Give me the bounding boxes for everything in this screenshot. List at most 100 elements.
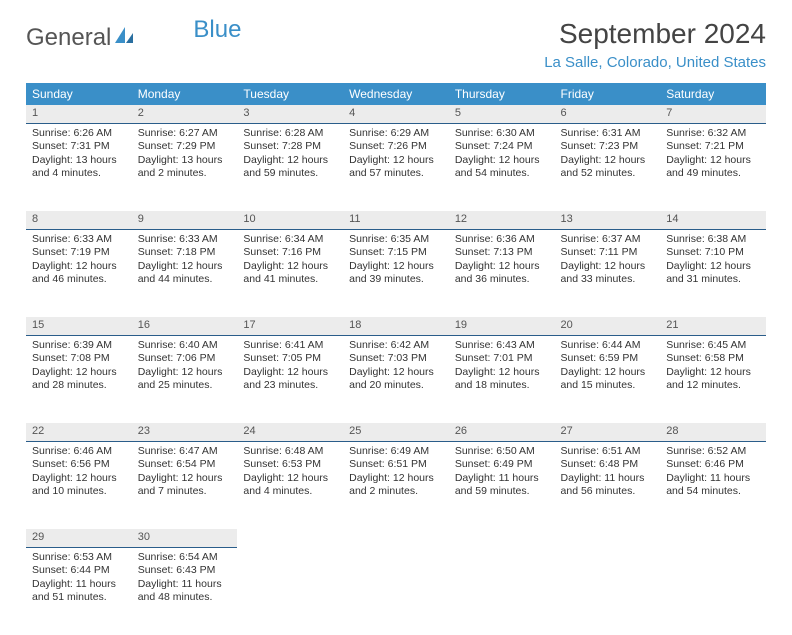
sunset-label: Sunset: [138, 246, 174, 258]
sunrise-label: Sunrise: [561, 127, 600, 139]
sunrise-label: Sunrise: [243, 339, 282, 351]
day-detail-cell [343, 547, 449, 635]
sunset-label: Sunset: [455, 352, 491, 364]
sunrise-label: Sunrise: [138, 127, 177, 139]
month-title: September 2024 [544, 18, 766, 50]
daylight-label: Daylight: [243, 472, 284, 484]
day-number-cell: 22 [26, 423, 132, 441]
day-header-row: SundayMondayTuesdayWednesdayThursdayFrid… [26, 83, 766, 105]
sunset-label: Sunset: [243, 352, 279, 364]
sunrise-label: Sunrise: [243, 445, 282, 457]
sunrise-value: 6:30 AM [496, 127, 535, 139]
day-detail-cell: Sunrise: 6:37 AMSunset: 7:11 PMDaylight:… [555, 229, 661, 317]
sunrise-label: Sunrise: [455, 127, 494, 139]
day-detail-row: Sunrise: 6:46 AMSunset: 6:56 PMDaylight:… [26, 441, 766, 529]
sunset-label: Sunset: [243, 458, 279, 470]
day-number-cell: 19 [449, 317, 555, 335]
sunrise-label: Sunrise: [349, 339, 388, 351]
sunset-value: 7:03 PM [388, 352, 427, 364]
sunset-label: Sunset: [243, 246, 279, 258]
sunset-value: 6:58 PM [705, 352, 744, 364]
sunset-label: Sunset: [666, 140, 702, 152]
sunset-value: 7:19 PM [71, 246, 110, 258]
logo-text-2: Blue [193, 16, 241, 44]
day-detail-cell: Sunrise: 6:50 AMSunset: 6:49 PMDaylight:… [449, 441, 555, 529]
day-detail-cell: Sunrise: 6:27 AMSunset: 7:29 PMDaylight:… [132, 123, 238, 211]
sunset-value: 7:11 PM [599, 246, 637, 258]
day-number-cell: 2 [132, 105, 238, 123]
day-number-cell: 26 [449, 423, 555, 441]
day-number-cell: 10 [237, 211, 343, 229]
day-number-cell: 29 [26, 529, 132, 547]
daylight-label: Daylight: [32, 366, 73, 378]
daylight-label: Daylight: [561, 366, 602, 378]
day-detail-cell: Sunrise: 6:49 AMSunset: 6:51 PMDaylight:… [343, 441, 449, 529]
day-detail-cell: Sunrise: 6:46 AMSunset: 6:56 PMDaylight:… [26, 441, 132, 529]
daylight-label: Daylight: [138, 154, 179, 166]
sunrise-value: 6:49 AM [391, 445, 430, 457]
sunrise-value: 6:40 AM [179, 339, 218, 351]
sunset-label: Sunset: [138, 352, 174, 364]
sunrise-label: Sunrise: [32, 233, 71, 245]
day-number-cell: 14 [660, 211, 766, 229]
location: La Salle, Colorado, United States [544, 54, 766, 71]
sunrise-value: 6:42 AM [391, 339, 430, 351]
sunrise-value: 6:31 AM [602, 127, 641, 139]
day-detail-cell: Sunrise: 6:35 AMSunset: 7:15 PMDaylight:… [343, 229, 449, 317]
daylight-label: Daylight: [32, 472, 73, 484]
sunrise-label: Sunrise: [455, 233, 494, 245]
day-number-row: 1234567 [26, 105, 766, 123]
day-detail-cell: Sunrise: 6:48 AMSunset: 6:53 PMDaylight:… [237, 441, 343, 529]
sunrise-value: 6:26 AM [73, 127, 112, 139]
sunset-value: 7:06 PM [176, 352, 215, 364]
daylight-label: Daylight: [455, 260, 496, 272]
daylight-label: Daylight: [138, 366, 179, 378]
day-detail-cell: Sunrise: 6:53 AMSunset: 6:44 PMDaylight:… [26, 547, 132, 635]
sunrise-label: Sunrise: [32, 127, 71, 139]
sunrise-label: Sunrise: [455, 339, 494, 351]
daylight-label: Daylight: [349, 260, 390, 272]
day-number-row: 2930 [26, 529, 766, 547]
day-header: Friday [555, 83, 661, 105]
day-detail-cell: Sunrise: 6:32 AMSunset: 7:21 PMDaylight:… [660, 123, 766, 211]
sunrise-value: 6:27 AM [179, 127, 218, 139]
sunset-label: Sunset: [138, 564, 174, 576]
sunset-value: 6:48 PM [599, 458, 638, 470]
day-detail-cell: Sunrise: 6:41 AMSunset: 7:05 PMDaylight:… [237, 335, 343, 423]
daylight-label: Daylight: [666, 260, 707, 272]
daylight-label: Daylight: [666, 366, 707, 378]
sunset-value: 7:26 PM [388, 140, 427, 152]
sunrise-label: Sunrise: [32, 551, 71, 563]
day-detail-cell [237, 547, 343, 635]
day-number-cell: 18 [343, 317, 449, 335]
daylight-label: Daylight: [561, 472, 602, 484]
sunset-value: 7:18 PM [176, 246, 215, 258]
sunset-label: Sunset: [561, 246, 597, 258]
day-detail-cell: Sunrise: 6:33 AMSunset: 7:18 PMDaylight:… [132, 229, 238, 317]
day-number-cell: 27 [555, 423, 661, 441]
day-detail-cell: Sunrise: 6:26 AMSunset: 7:31 PMDaylight:… [26, 123, 132, 211]
day-detail-cell: Sunrise: 6:30 AMSunset: 7:24 PMDaylight:… [449, 123, 555, 211]
sunset-label: Sunset: [32, 352, 68, 364]
daylight-label: Daylight: [349, 472, 390, 484]
sunset-value: 7:21 PM [705, 140, 744, 152]
sunset-value: 7:16 PM [282, 246, 321, 258]
daylight-label: Daylight: [561, 154, 602, 166]
day-number-cell: 17 [237, 317, 343, 335]
sunrise-value: 6:50 AM [496, 445, 535, 457]
day-number-cell: 25 [343, 423, 449, 441]
sunset-value: 7:10 PM [705, 246, 744, 258]
daylight-label: Daylight: [243, 154, 284, 166]
sunset-value: 6:46 PM [705, 458, 744, 470]
sunset-value: 7:15 PM [388, 246, 427, 258]
sunrise-value: 6:54 AM [179, 551, 218, 563]
day-header: Thursday [449, 83, 555, 105]
daylight-label: Daylight: [455, 154, 496, 166]
day-detail-cell: Sunrise: 6:40 AMSunset: 7:06 PMDaylight:… [132, 335, 238, 423]
day-number-cell: 12 [449, 211, 555, 229]
day-number-cell [660, 529, 766, 547]
sunset-label: Sunset: [138, 458, 174, 470]
sunrise-value: 6:47 AM [179, 445, 218, 457]
day-detail-cell: Sunrise: 6:51 AMSunset: 6:48 PMDaylight:… [555, 441, 661, 529]
day-detail-row: Sunrise: 6:33 AMSunset: 7:19 PMDaylight:… [26, 229, 766, 317]
